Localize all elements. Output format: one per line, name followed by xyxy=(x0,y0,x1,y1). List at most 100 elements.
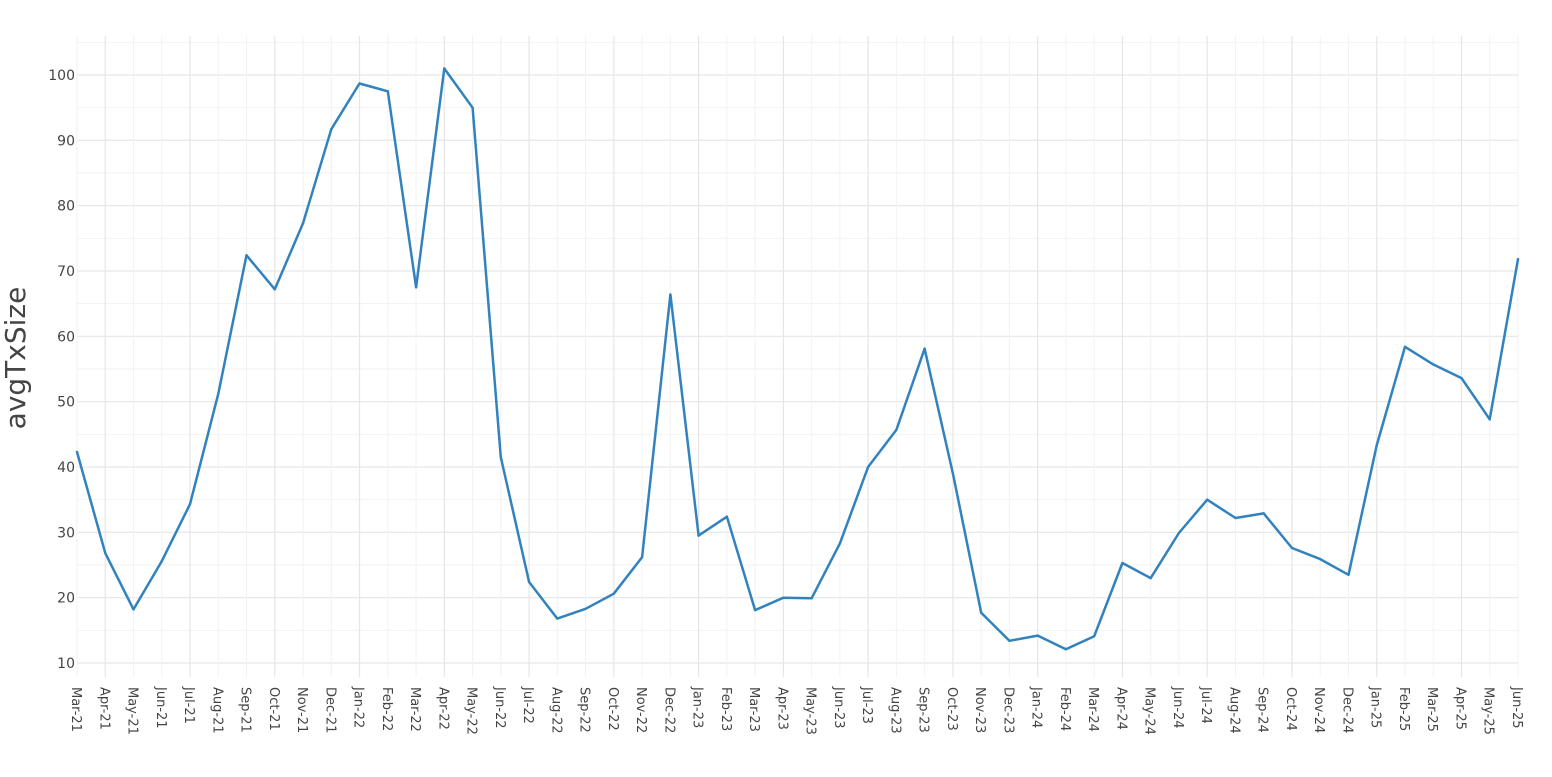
x-tick-label: Oct-23 xyxy=(944,687,959,731)
data-point xyxy=(188,503,192,506)
data-point xyxy=(810,597,813,600)
x-tick-label: Sep-23 xyxy=(916,687,931,733)
data-point xyxy=(866,465,870,469)
x-tick-label: Jun-24 xyxy=(1170,686,1185,729)
x-tick-label: Apr-24 xyxy=(1113,687,1128,730)
y-tick-label: 60 xyxy=(57,329,75,345)
y-tick-label: 80 xyxy=(57,199,75,215)
data-point xyxy=(1008,639,1011,642)
y-tick-label: 50 xyxy=(57,395,75,411)
x-tick-label: Aug-24 xyxy=(1226,687,1241,734)
x-tick-label: Apr-22 xyxy=(435,687,450,730)
x-tick-label: Oct-21 xyxy=(266,687,281,731)
data-point xyxy=(1488,418,1491,421)
data-point xyxy=(414,286,418,289)
x-tick-label: May-22 xyxy=(464,687,479,735)
data-point xyxy=(471,106,474,109)
x-tick-label: Jul-23 xyxy=(859,686,874,724)
x-tick-label: Sep-22 xyxy=(577,687,592,733)
data-point xyxy=(104,552,107,555)
data-point xyxy=(782,596,785,599)
data-point xyxy=(301,222,305,225)
data-point xyxy=(1205,498,1209,501)
y-tick-label: 30 xyxy=(57,525,75,541)
data-point xyxy=(640,555,644,559)
data-point xyxy=(443,67,446,70)
y-tick-label: 20 xyxy=(57,591,75,607)
x-tick-label: Apr-25 xyxy=(1452,687,1467,730)
x-tick-label: Apr-23 xyxy=(774,687,789,730)
data-point xyxy=(753,608,757,612)
data-point xyxy=(217,392,220,396)
y-tick-label: 10 xyxy=(57,656,75,672)
x-axis-ticks: Mar-21 Apr-21 May-21 Jun-21 Jul-21 Aug-21 Sep-… xyxy=(68,686,1524,735)
x-tick-label: Aug-23 xyxy=(887,687,902,734)
data-point xyxy=(386,90,390,93)
data-point xyxy=(160,559,163,563)
series-layer xyxy=(75,67,1520,651)
x-tick-label: Dec-23 xyxy=(1000,687,1015,733)
data-point xyxy=(273,288,276,291)
x-tick-label: Mar-25 xyxy=(1424,687,1439,732)
data-point xyxy=(1290,546,1294,550)
data-point xyxy=(1064,648,1068,651)
data-point xyxy=(1234,516,1237,520)
x-tick-label: Sep-24 xyxy=(1255,687,1270,733)
data-point xyxy=(1177,531,1181,535)
x-tick-label: Nov-21 xyxy=(294,687,309,733)
x-tick-label: Feb-25 xyxy=(1396,687,1411,731)
data-point xyxy=(1121,561,1124,565)
x-tick-label: Feb-24 xyxy=(1057,687,1072,731)
data-point xyxy=(358,82,361,85)
x-tick-label: Mar-24 xyxy=(1085,687,1100,732)
y-tick-label: 40 xyxy=(57,460,75,476)
x-tick-label: Jun-21 xyxy=(153,686,168,729)
x-tick-label: Nov-22 xyxy=(633,687,648,733)
data-point xyxy=(556,617,559,620)
data-point xyxy=(1403,345,1407,348)
x-tick-label: Feb-23 xyxy=(718,687,733,731)
data-point xyxy=(499,456,503,459)
x-tick-label: Aug-21 xyxy=(209,687,224,734)
x-tick-label: Jan-22 xyxy=(351,686,366,728)
x-tick-label: Dec-22 xyxy=(661,687,676,733)
x-tick-label: May-23 xyxy=(803,687,818,735)
x-tick-label: Jun-23 xyxy=(831,686,846,729)
grid-lines xyxy=(76,36,1519,677)
data-point xyxy=(979,611,983,614)
data-point xyxy=(923,347,926,350)
y-axis-label: avgTxSize xyxy=(0,287,32,430)
data-point xyxy=(1375,444,1378,447)
y-tick-label: 70 xyxy=(57,264,75,280)
x-tick-label: Jun-22 xyxy=(492,686,507,729)
x-tick-label: Dec-24 xyxy=(1339,687,1354,733)
x-tick-label: Mar-21 xyxy=(68,687,83,732)
data-point xyxy=(1460,376,1463,380)
data-point xyxy=(1516,258,1520,261)
x-tick-label: Jan-24 xyxy=(1029,686,1044,728)
data-point xyxy=(612,592,616,595)
data-point xyxy=(895,428,898,431)
data-point xyxy=(838,542,842,545)
data-point xyxy=(330,128,333,131)
data-point xyxy=(1347,573,1350,576)
x-tick-label: Mar-23 xyxy=(746,687,761,732)
x-tick-label: May-21 xyxy=(125,687,140,735)
data-point xyxy=(132,608,135,611)
data-point xyxy=(951,472,955,475)
x-tick-label: Apr-21 xyxy=(96,687,111,730)
y-tick-label: 90 xyxy=(57,133,75,149)
x-tick-label: Oct-22 xyxy=(605,687,620,731)
data-point xyxy=(1319,557,1322,561)
x-tick-label: Jul-21 xyxy=(181,686,196,724)
x-tick-label: Sep-21 xyxy=(238,687,253,733)
x-tick-label: Nov-24 xyxy=(1311,687,1326,733)
data-point xyxy=(584,607,587,610)
data-point xyxy=(1432,363,1435,366)
x-tick-label: Nov-23 xyxy=(972,687,987,733)
data-point xyxy=(1149,576,1152,580)
series-line xyxy=(75,67,1520,651)
x-tick-label: Jul-24 xyxy=(1198,686,1213,724)
x-tick-label: Jan-25 xyxy=(1368,686,1383,728)
